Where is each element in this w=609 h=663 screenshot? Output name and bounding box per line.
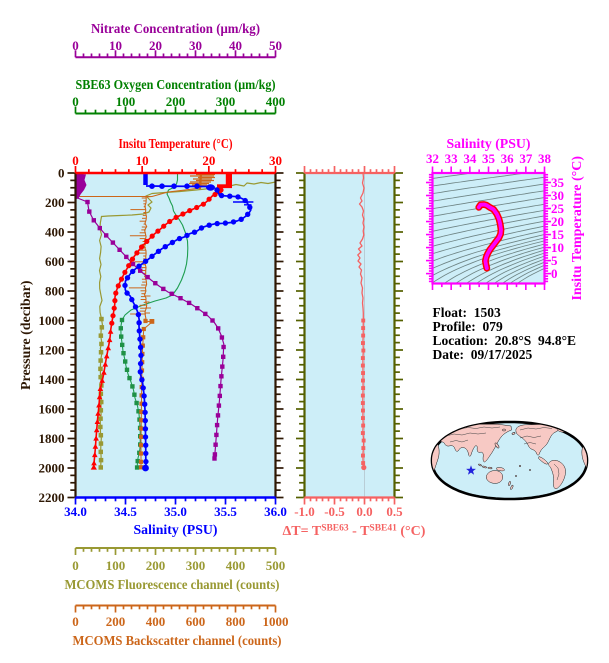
- svg-text:200: 200: [146, 558, 166, 573]
- svg-text:1800: 1800: [39, 431, 65, 446]
- svg-text:300: 300: [216, 94, 236, 109]
- svg-text:33: 33: [445, 151, 459, 166]
- svg-text:2000: 2000: [39, 461, 65, 476]
- svg-text:Location: 20.8°S 94.8°E: Location: 20.8°S 94.8°E: [433, 333, 577, 348]
- svg-text:MCOMS Fluorescence channel (co: MCOMS Fluorescence channel (counts): [65, 578, 280, 593]
- svg-text:300: 300: [186, 558, 206, 573]
- svg-text:400: 400: [146, 614, 166, 629]
- svg-text:10: 10: [136, 153, 149, 168]
- svg-text:400: 400: [45, 225, 65, 240]
- svg-text:34.0: 34.0: [64, 504, 87, 519]
- svg-text:1400: 1400: [39, 372, 65, 387]
- svg-text:500: 500: [266, 558, 286, 573]
- svg-text:50: 50: [269, 38, 282, 53]
- svg-text:36: 36: [501, 151, 515, 166]
- svg-text:0.5: 0.5: [386, 504, 403, 519]
- svg-text:ΔT= TSBE63 - TSBE41 (°C): ΔT= TSBE63 - TSBE41 (°C): [283, 524, 426, 540]
- svg-text:36.0: 36.0: [264, 504, 287, 519]
- svg-text:600: 600: [45, 254, 65, 269]
- svg-text:35: 35: [551, 175, 565, 190]
- svg-text:100: 100: [116, 94, 136, 109]
- svg-text:5: 5: [551, 253, 558, 268]
- svg-text:200: 200: [106, 614, 126, 629]
- svg-text:Nitrate Concentration (μm/kg): Nitrate Concentration (μm/kg): [91, 22, 260, 37]
- svg-text:Salinity (PSU): Salinity (PSU): [134, 523, 218, 538]
- svg-text:10: 10: [109, 38, 122, 53]
- svg-text:30: 30: [189, 38, 202, 53]
- svg-text:1200: 1200: [39, 343, 65, 358]
- svg-text:400: 400: [266, 94, 286, 109]
- svg-text:2200: 2200: [39, 490, 65, 505]
- svg-text:32: 32: [426, 151, 439, 166]
- svg-text:0: 0: [72, 558, 79, 573]
- svg-text:200: 200: [166, 94, 186, 109]
- svg-text:30: 30: [269, 153, 282, 168]
- svg-text:Date: 09/17/2025: Date: 09/17/2025: [433, 347, 533, 362]
- svg-text:25: 25: [551, 201, 565, 216]
- svg-text:0: 0: [72, 153, 79, 168]
- svg-text:1600: 1600: [39, 402, 65, 417]
- svg-text:35.5: 35.5: [214, 504, 237, 519]
- svg-text:Pressure (decibar): Pressure (decibar): [19, 280, 34, 390]
- svg-text:40: 40: [229, 38, 242, 53]
- svg-text:38: 38: [538, 151, 552, 166]
- svg-text:-1.0: -1.0: [294, 504, 315, 519]
- svg-text:0: 0: [72, 94, 79, 109]
- svg-text:30: 30: [551, 188, 564, 203]
- svg-text:800: 800: [45, 284, 65, 299]
- svg-text:0: 0: [551, 266, 558, 281]
- svg-text:-0.5: -0.5: [324, 504, 345, 519]
- svg-text:600: 600: [186, 614, 206, 629]
- svg-text:Salinity (PSU): Salinity (PSU): [447, 137, 531, 152]
- svg-text:Insitu Temperature (°C): Insitu Temperature (°C): [570, 156, 585, 301]
- svg-text:MCOMS Backscatter channel (cou: MCOMS Backscatter channel (counts): [73, 634, 282, 649]
- svg-text:35.0: 35.0: [164, 504, 187, 519]
- svg-text:0: 0: [58, 166, 65, 181]
- svg-text:20: 20: [202, 153, 215, 168]
- svg-text:20: 20: [551, 214, 564, 229]
- svg-text:10: 10: [551, 240, 564, 255]
- svg-text:1000: 1000: [39, 313, 65, 328]
- svg-text:SBE63 Oxygen Concentration (μm: SBE63 Oxygen Concentration (μm/kg): [76, 78, 276, 93]
- svg-text:0: 0: [72, 614, 79, 629]
- svg-text:Float: 1503: Float: 1503: [433, 305, 501, 320]
- svg-text:37: 37: [519, 151, 533, 166]
- svg-text:0.0: 0.0: [356, 504, 372, 519]
- svg-text:1000: 1000: [263, 614, 289, 629]
- svg-text:35: 35: [482, 151, 496, 166]
- svg-text:34.5: 34.5: [114, 504, 137, 519]
- svg-text:0: 0: [72, 38, 79, 53]
- svg-text:20: 20: [149, 38, 162, 53]
- svg-text:15: 15: [551, 227, 565, 242]
- svg-text:200: 200: [45, 195, 65, 210]
- svg-text:34: 34: [463, 151, 477, 166]
- svg-text:Profile: 079: Profile: 079: [433, 319, 503, 334]
- svg-text:100: 100: [106, 558, 126, 573]
- svg-text:Insitu Temperature (°C): Insitu Temperature (°C): [119, 137, 233, 152]
- svg-text:400: 400: [226, 558, 246, 573]
- svg-text:800: 800: [226, 614, 246, 629]
